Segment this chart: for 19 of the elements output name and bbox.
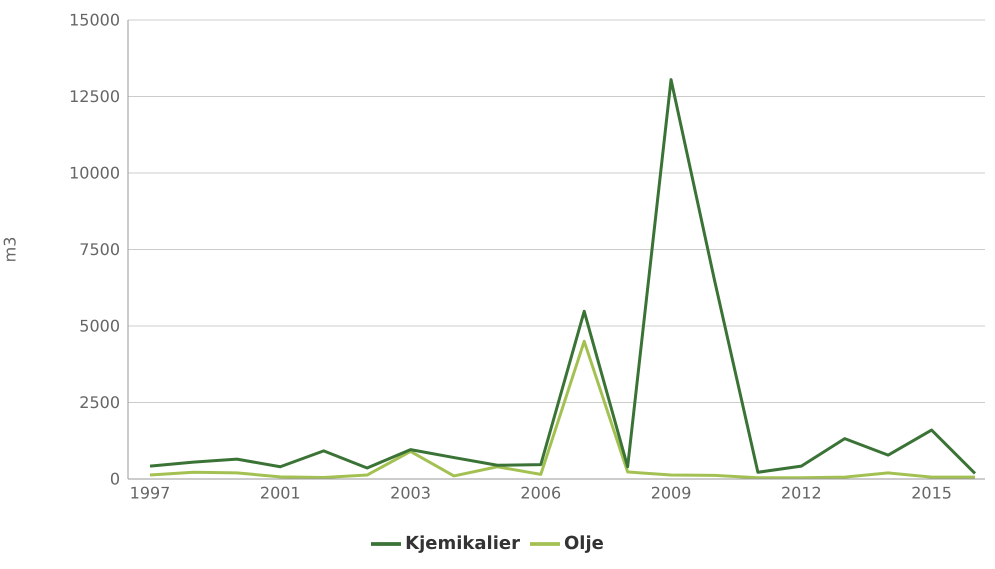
line-series bbox=[148, 340, 976, 479]
y-tick-label: 12500 bbox=[69, 87, 120, 106]
x-tick-label: 1997 bbox=[130, 483, 170, 502]
legend-label: Olje bbox=[564, 532, 604, 554]
y-axis-title: m3 bbox=[0, 236, 20, 262]
x-tick-label: 2012 bbox=[780, 483, 822, 502]
legend-label: Kjemikalier bbox=[405, 532, 520, 554]
x-tick-label: 2009 bbox=[650, 483, 692, 502]
y-tick-label: 5000 bbox=[79, 316, 120, 336]
y-tick-label: 0 bbox=[110, 470, 120, 489]
x-tick-label: 2003 bbox=[390, 483, 431, 502]
x-tick-label: 2006 bbox=[520, 483, 562, 502]
line-series bbox=[148, 78, 976, 475]
x-tick-label: 2001 bbox=[260, 483, 301, 502]
y-tick-label: 7500 bbox=[79, 240, 120, 260]
x-tick-label: 2015 bbox=[911, 483, 952, 502]
y-tick-label: 15000 bbox=[69, 10, 120, 30]
y-tick-label: 2500 bbox=[79, 393, 120, 412]
y-tick-label: 10000 bbox=[69, 164, 120, 183]
